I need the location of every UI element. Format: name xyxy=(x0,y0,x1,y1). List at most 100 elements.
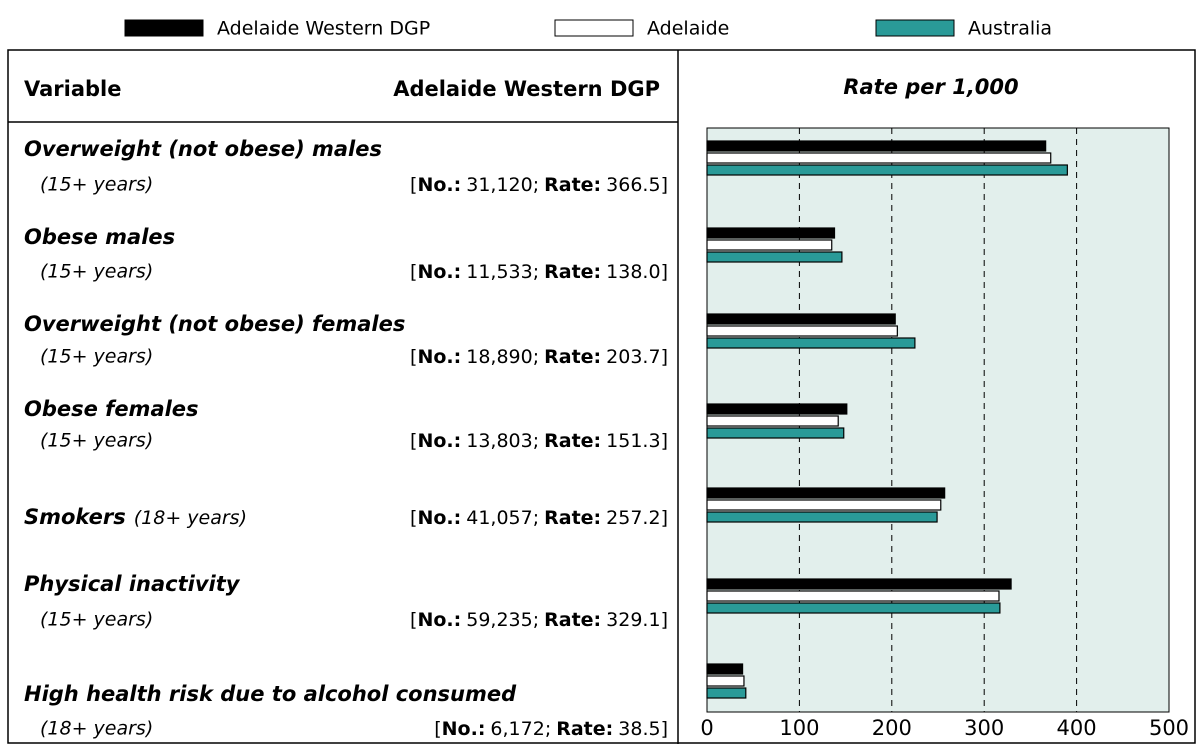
variable-name: Obese females xyxy=(24,397,199,421)
stats: [No.: 18,890; Rate: 203.7] xyxy=(410,346,668,368)
x-tick-label: 300 xyxy=(964,716,1004,740)
number: 6,172 xyxy=(490,718,544,740)
bracket: [ xyxy=(434,718,441,740)
bracket: ] xyxy=(661,609,668,631)
age: (18+ years) xyxy=(40,718,153,740)
legend-swatch xyxy=(554,19,634,37)
bar xyxy=(706,325,898,337)
bar xyxy=(706,602,1001,614)
variable-name: High health risk due to alcohol consumed xyxy=(24,682,517,706)
separator: ; xyxy=(533,430,539,452)
bar xyxy=(706,590,1000,602)
number-label: No.: xyxy=(417,261,461,283)
bar xyxy=(706,487,946,499)
separator: ; xyxy=(545,718,551,740)
variable-name: Overweight (not obese) females xyxy=(24,312,405,336)
number: 41,057 xyxy=(466,507,532,529)
x-tick-label: 100 xyxy=(779,716,819,740)
rate-label: Rate: xyxy=(544,507,601,529)
header: Variable xyxy=(24,77,121,101)
bar xyxy=(706,239,833,251)
x-tick-label: 500 xyxy=(1149,716,1189,740)
bracket: [ xyxy=(410,346,417,368)
bar xyxy=(706,152,1052,164)
number-label: No.: xyxy=(417,346,461,368)
age: (15+ years) xyxy=(40,346,153,368)
bar xyxy=(706,578,1012,590)
rate: 366.5 xyxy=(606,174,660,196)
bar xyxy=(706,313,896,325)
bracket: [ xyxy=(410,507,417,529)
number-label: No.: xyxy=(417,174,461,196)
bar xyxy=(706,511,938,523)
bar xyxy=(706,663,744,675)
bracket: [ xyxy=(410,430,417,452)
rate-label: Rate: xyxy=(544,174,601,196)
legend-label: Adelaide xyxy=(647,18,729,40)
header: Adelaide Western DGP xyxy=(393,77,660,101)
number-label: No.: xyxy=(417,430,461,452)
number-label: No.: xyxy=(417,507,461,529)
bracket: ] xyxy=(661,507,668,529)
bracket: ] xyxy=(661,346,668,368)
rate-label: Rate: xyxy=(544,430,601,452)
rate: 38.5 xyxy=(618,718,660,740)
variable-name: Obese males xyxy=(24,225,175,249)
rate: 257.2 xyxy=(606,507,660,529)
rate-label: Rate: xyxy=(556,718,613,740)
rate: 151.3 xyxy=(606,430,660,452)
legend-label: Adelaide Western DGP xyxy=(217,18,430,40)
stats: [No.: 31,120; Rate: 366.5] xyxy=(410,174,668,196)
separator: ; xyxy=(533,261,539,283)
variable-name: Overweight (not obese) males xyxy=(24,137,382,161)
number: 18,890 xyxy=(466,346,532,368)
legend-swatch xyxy=(875,19,955,37)
number: 31,120 xyxy=(466,174,532,196)
bar xyxy=(706,427,845,439)
rate: 329.1 xyxy=(606,609,660,631)
frame xyxy=(7,49,1196,744)
bar xyxy=(706,499,942,511)
x-tick-label: 400 xyxy=(1057,716,1097,740)
number-label: No.: xyxy=(442,718,486,740)
age: (15+ years) xyxy=(40,609,153,631)
variable: Smokers (18+ years) xyxy=(24,505,247,529)
separator: ; xyxy=(533,507,539,529)
x-tick-label: 200 xyxy=(872,716,912,740)
bar xyxy=(706,337,916,349)
rate-label: Rate: xyxy=(544,261,601,283)
number: 59,235 xyxy=(466,609,532,631)
bracket: [ xyxy=(410,174,417,196)
bracket: ] xyxy=(661,430,668,452)
bracket: [ xyxy=(410,261,417,283)
bracket: [ xyxy=(410,609,417,631)
age: (15+ years) xyxy=(40,174,153,196)
rate-label: Rate: xyxy=(544,609,601,631)
separator: ; xyxy=(533,346,539,368)
stats: [No.: 59,235; Rate: 329.1] xyxy=(410,609,668,631)
bracket: ] xyxy=(661,261,668,283)
bar xyxy=(706,251,843,263)
rate-label: Rate: xyxy=(544,346,601,368)
bar xyxy=(706,227,836,239)
variable-name: Physical inactivity xyxy=(24,572,241,596)
number: 13,803 xyxy=(466,430,532,452)
age: (15+ years) xyxy=(40,430,153,452)
number: 11,533 xyxy=(466,261,532,283)
stats: [No.: 11,533; Rate: 138.0] xyxy=(410,261,668,283)
separator: ; xyxy=(533,609,539,631)
stats: [No.: 13,803; Rate: 151.3] xyxy=(410,430,668,452)
legend-swatch xyxy=(124,19,204,37)
bracket: ] xyxy=(661,718,668,740)
x-tick-label: 0 xyxy=(700,716,713,740)
bar xyxy=(706,687,747,699)
stats: [No.: 6,172; Rate: 38.5] xyxy=(434,718,668,740)
bar xyxy=(706,164,1068,176)
variable-name: Smokers xyxy=(24,505,126,529)
age: (18+ years) xyxy=(134,507,247,529)
rate: 203.7 xyxy=(606,346,660,368)
bar xyxy=(706,675,745,687)
bracket: ] xyxy=(661,174,668,196)
bar xyxy=(706,415,839,427)
